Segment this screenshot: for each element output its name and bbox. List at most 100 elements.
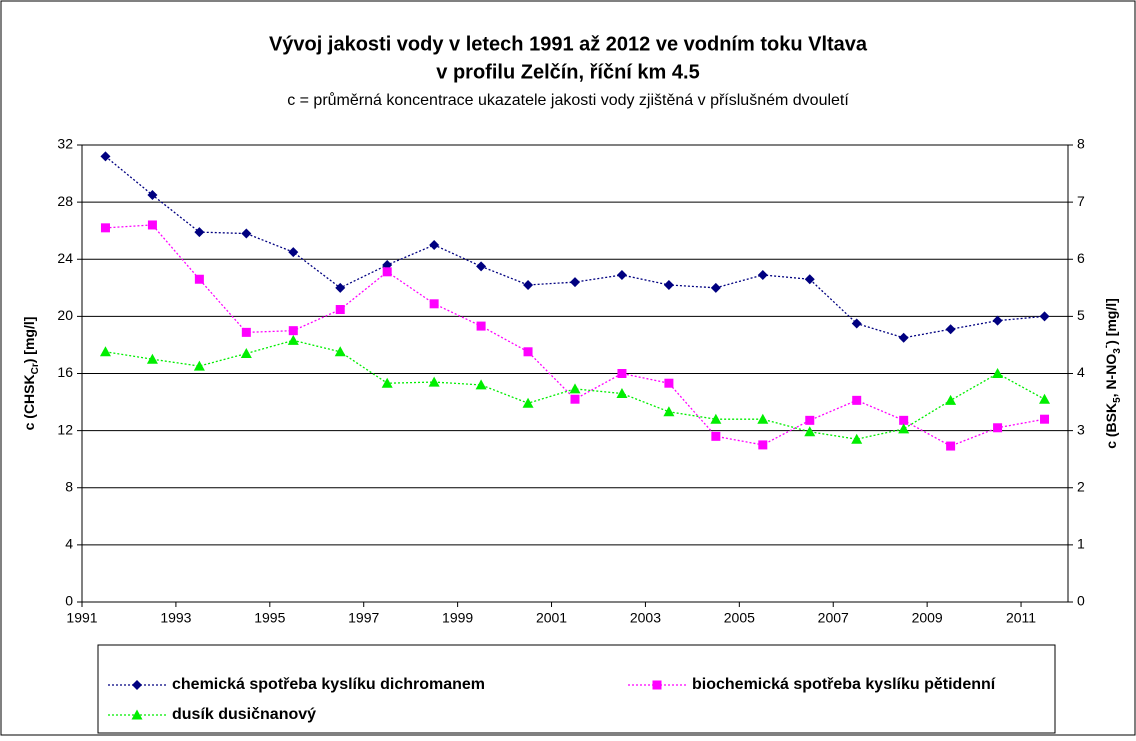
x-tick-label: 2003 [630,610,661,626]
marker [428,376,440,387]
marker [241,327,251,337]
y2-tick-label: 3 [1077,421,1085,437]
y-tick-label: 32 [57,136,73,152]
y2-tick-label: 6 [1077,250,1085,266]
y-axis-label-part: ) [mg/l] [21,317,37,364]
marker [992,368,1004,378]
marker [711,431,721,441]
marker [476,321,486,331]
y2-axis-label-part: - [1101,345,1112,348]
marker [664,378,674,388]
y2-tick-label: 4 [1077,364,1085,380]
x-tick-label: 2011 [1006,610,1036,626]
legend-label: dusík dusičnanový [172,706,316,723]
marker [1039,393,1051,404]
marker [757,269,768,280]
legend-box [97,644,1056,734]
y-tick-label: 28 [57,193,73,209]
chart-title: v profilu Zelčín, říční km 4.5 [436,61,699,83]
marker [381,377,393,388]
marker [851,433,863,444]
legend-marker [652,680,662,690]
marker [240,348,252,359]
marker [946,441,956,451]
marker [852,395,862,405]
marker [334,346,346,357]
marker [710,413,722,424]
legend-marker [132,680,142,690]
marker [523,279,534,290]
marker [945,324,956,335]
marker [757,413,769,424]
x-tick-label: 1991 [66,610,97,626]
marker [569,383,581,394]
marker [382,267,392,277]
y2-tick-label: 5 [1077,307,1085,323]
y-axis-label-part: c (CHSK [21,374,37,430]
marker [241,228,252,239]
marker [804,274,815,285]
y2-tick-label: 1 [1077,536,1085,552]
marker [100,151,111,162]
x-tick-label: 1993 [160,610,191,626]
y2-axis-label-part: ) [mg/l] [1103,298,1119,345]
y2-axis-label: c (BSK5, N-NO3-) [mg/l] [1101,298,1123,449]
marker [758,440,768,450]
marker [99,346,111,357]
x-tick-label: 2001 [536,610,567,626]
y2-axis-label-part: , N-NO [1103,354,1119,398]
y2-tick-label: 0 [1077,593,1085,609]
marker [335,305,345,315]
marker [710,282,721,293]
marker [1040,414,1050,424]
y2-axis-label-part: 3 [1112,348,1123,354]
y-tick-label: 20 [57,307,73,323]
marker [147,220,157,230]
chart-title: Vývoj jakosti vody v letech 1991 až 2012… [269,33,868,55]
marker [288,326,298,336]
chart-subtitle: c = průměrná koncentrace ukazatele jakos… [287,91,849,109]
marker [288,247,299,258]
marker [429,299,439,309]
y-tick-label: 4 [65,536,73,552]
legend-label: biochemická spotřeba kyslíku pětidenní [692,676,996,693]
marker [898,423,910,434]
y-tick-label: 16 [57,364,73,380]
marker [616,387,628,398]
marker [616,269,627,280]
marker [663,406,675,417]
marker [945,394,957,405]
x-tick-label: 1995 [254,610,285,626]
marker [993,423,1003,433]
y-axis-label: c (CHSKCr) [mg/l] [21,317,41,431]
marker [194,274,204,284]
y2-tick-label: 2 [1077,478,1085,494]
marker [899,415,909,425]
y-tick-label: 0 [65,593,73,609]
marker [522,397,534,408]
marker [570,277,580,288]
marker [100,223,110,233]
x-tick-label: 1997 [348,610,379,626]
marker [663,279,674,290]
marker [146,353,158,364]
marker [898,332,909,343]
y2-axis-label-part: 5 [1112,397,1123,403]
legend-label: chemická spotřeba kyslíku dichromanem [172,676,485,693]
y-tick-label: 24 [57,250,73,266]
marker [429,239,440,250]
y2-tick-label: 7 [1077,193,1085,209]
marker [805,415,815,425]
marker [475,379,487,390]
legend-marker [131,709,143,720]
x-tick-label: 2007 [818,610,849,626]
x-tick-label: 1999 [442,610,473,626]
marker [804,426,816,437]
marker [570,394,580,404]
marker [335,282,346,293]
marker [147,189,158,200]
marker [476,261,487,272]
y2-axis-label-part: c (BSK [1103,403,1119,449]
